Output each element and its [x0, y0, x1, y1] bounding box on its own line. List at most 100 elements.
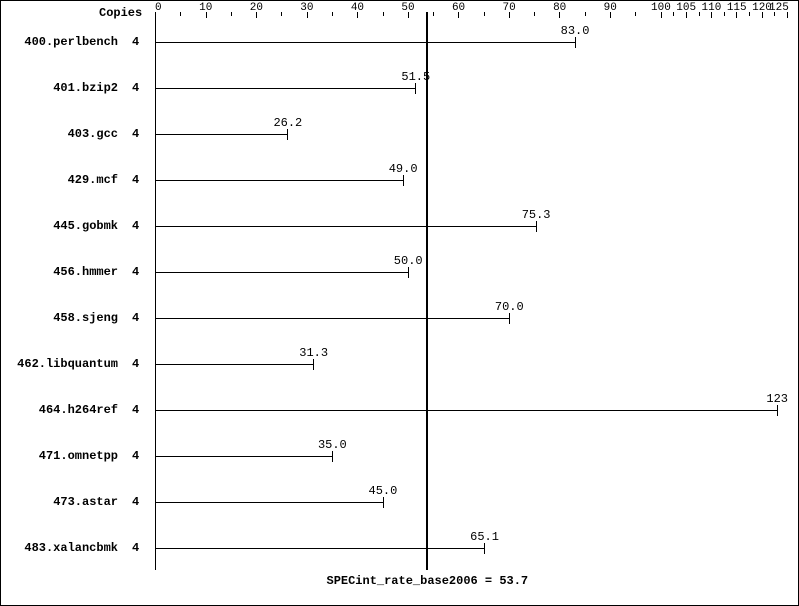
- benchmark-bar-start-cap: [155, 313, 156, 324]
- benchmark-name: 471.omnetpp: [39, 449, 118, 463]
- x-tick-label: 10: [199, 2, 212, 14]
- benchmark-bar: [155, 318, 509, 319]
- benchmark-copies: 4: [132, 541, 139, 555]
- x-minor-tick: [180, 12, 181, 16]
- benchmark-value: 45.0: [369, 484, 398, 498]
- benchmark-copies: 4: [132, 127, 139, 141]
- benchmark-copies: 4: [132, 311, 139, 325]
- x-tick-label: 115: [727, 2, 747, 14]
- x-minor-tick: [673, 12, 674, 16]
- benchmark-value: 49.0: [389, 162, 418, 176]
- x-tick-label: 40: [351, 2, 364, 14]
- benchmark-bar-end-cap: [536, 221, 537, 232]
- benchmark-name: 403.gcc: [68, 127, 118, 141]
- benchmark-name: 462.libquantum: [17, 357, 118, 371]
- x-minor-tick: [699, 12, 700, 16]
- chart-border-left: [0, 0, 1, 606]
- benchmark-bar: [155, 548, 484, 549]
- x-tick-label: 105: [676, 2, 696, 14]
- benchmark-bar-end-cap: [415, 83, 416, 94]
- benchmark-value: 65.1: [470, 530, 499, 544]
- benchmark-value: 35.0: [318, 438, 347, 452]
- x-tick-label: 60: [452, 2, 465, 14]
- benchmark-name: 445.gobmk: [53, 219, 118, 233]
- benchmark-name: 458.sjeng: [53, 311, 118, 325]
- benchmark-value: 83.0: [561, 24, 590, 38]
- benchmark-bar-start-cap: [155, 175, 156, 186]
- benchmark-bar: [155, 456, 332, 457]
- benchmark-bar-end-cap: [484, 543, 485, 554]
- benchmark-bar: [155, 134, 287, 135]
- x-tick-label: 90: [604, 2, 617, 14]
- reference-label: SPECint_rate_base2006 = 53.7: [327, 574, 529, 588]
- x-tick-label: 30: [300, 2, 313, 14]
- benchmark-bar: [155, 272, 408, 273]
- benchmark-value: 123: [766, 392, 788, 406]
- reference-line: [426, 12, 428, 570]
- benchmark-copies: 4: [132, 449, 139, 463]
- benchmark-name: 429.mcf: [68, 173, 118, 187]
- benchmark-copies: 4: [132, 81, 139, 95]
- x-tick-label: 80: [553, 2, 566, 14]
- x-minor-tick: [635, 12, 636, 16]
- benchmark-name: 401.bzip2: [53, 81, 118, 95]
- benchmark-bar-start-cap: [155, 37, 156, 48]
- benchmark-name: 483.xalancbmk: [24, 541, 118, 555]
- benchmark-bar-end-cap: [383, 497, 384, 508]
- benchmark-bar-start-cap: [155, 267, 156, 278]
- benchmark-bar-start-cap: [155, 83, 156, 94]
- benchmark-bar: [155, 410, 777, 411]
- benchmark-copies: 4: [132, 495, 139, 509]
- benchmark-bar-start-cap: [155, 221, 156, 232]
- benchmark-name: 400.perlbench: [24, 35, 118, 49]
- x-tick-label: 100: [651, 2, 671, 14]
- x-minor-tick: [724, 12, 725, 16]
- benchmark-bar: [155, 502, 383, 503]
- benchmark-bar: [155, 42, 575, 43]
- benchmark-bar-start-cap: [155, 497, 156, 508]
- benchmark-bar-end-cap: [408, 267, 409, 278]
- benchmark-bar: [155, 180, 403, 181]
- plot-left-axis: [155, 12, 156, 570]
- benchmark-copies: 4: [132, 35, 139, 49]
- x-minor-tick: [433, 12, 434, 16]
- x-tick-label: 125: [769, 2, 789, 14]
- benchmark-bar-end-cap: [403, 175, 404, 186]
- x-minor-tick: [231, 12, 232, 16]
- benchmark-name: 464.h264ref: [39, 403, 118, 417]
- benchmark-bar-end-cap: [575, 37, 576, 48]
- benchmark-value: 26.2: [273, 116, 302, 130]
- benchmark-bar-start-cap: [155, 129, 156, 140]
- benchmark-name: 473.astar: [53, 495, 118, 509]
- benchmark-bar-end-cap: [313, 359, 314, 370]
- benchmark-bar-end-cap: [509, 313, 510, 324]
- benchmark-copies: 4: [132, 219, 139, 233]
- benchmark-bar-start-cap: [155, 359, 156, 370]
- benchmark-name: 456.hmmer: [53, 265, 118, 279]
- benchmark-bar-end-cap: [287, 129, 288, 140]
- benchmark-bar-start-cap: [155, 451, 156, 462]
- chart-border-top: [0, 0, 799, 1]
- benchmark-bar: [155, 364, 313, 365]
- x-tick-label: 70: [503, 2, 516, 14]
- benchmark-bar-start-cap: [155, 405, 156, 416]
- benchmark-value: 50.0: [394, 254, 423, 268]
- benchmark-bar-end-cap: [332, 451, 333, 462]
- spec-rate-chart: Copies 010203040506070809010010511011512…: [0, 0, 799, 606]
- benchmark-copies: 4: [132, 403, 139, 417]
- x-minor-tick: [749, 12, 750, 16]
- benchmark-bar-end-cap: [777, 405, 778, 416]
- x-tick-label: 110: [702, 2, 722, 14]
- benchmark-bar-start-cap: [155, 543, 156, 554]
- x-minor-tick: [534, 12, 535, 16]
- benchmark-bar: [155, 88, 415, 89]
- benchmark-copies: 4: [132, 357, 139, 371]
- benchmark-copies: 4: [132, 173, 139, 187]
- benchmark-value: 70.0: [495, 300, 524, 314]
- x-minor-tick: [383, 12, 384, 16]
- x-minor-tick: [484, 12, 485, 16]
- x-tick-label: 50: [401, 2, 414, 14]
- x-minor-tick: [332, 12, 333, 16]
- copies-header: Copies: [99, 6, 142, 20]
- benchmark-value: 31.3: [299, 346, 328, 360]
